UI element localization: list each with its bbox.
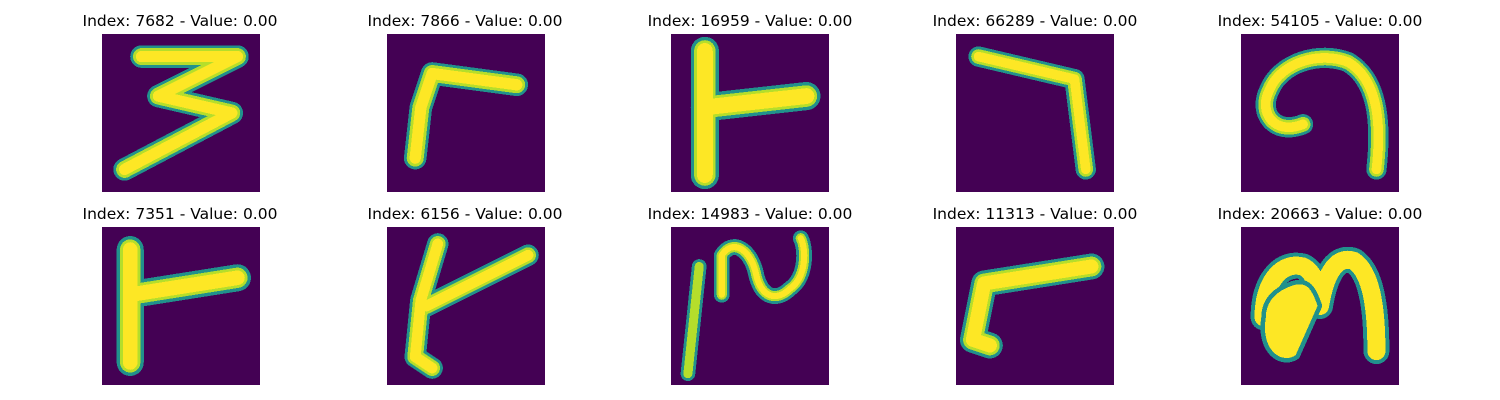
digit-image: [671, 34, 829, 192]
digit-image: [1241, 34, 1399, 192]
panel-title: Index: 7682 - Value: 0.00: [82, 12, 278, 30]
panel-title: Index: 14983 - Value: 0.00: [647, 205, 853, 223]
digit-image-panel: [956, 227, 1114, 385]
digit-image-panel: [387, 227, 545, 385]
digit-image-panel: [671, 34, 829, 192]
panel-title: Index: 11313 - Value: 0.00: [932, 205, 1138, 223]
panel-title: Index: 54105 - Value: 0.00: [1217, 12, 1423, 30]
digit-image-panel: [102, 227, 260, 385]
panel-title: Index: 20663 - Value: 0.00: [1217, 205, 1423, 223]
digit-image: [102, 34, 260, 192]
digit-image: [956, 34, 1114, 192]
digit-image-panel: [1241, 34, 1399, 192]
panel-title: Index: 16959 - Value: 0.00: [647, 12, 853, 30]
digit-image: [387, 34, 545, 192]
digit-image-panel: [671, 227, 829, 385]
panel-title: Index: 7351 - Value: 0.00: [82, 205, 278, 223]
panel-title: Index: 7866 - Value: 0.00: [367, 12, 563, 30]
digit-image: [387, 227, 545, 385]
panel-title: Index: 66289 - Value: 0.00: [932, 12, 1138, 30]
digit-image: [671, 227, 829, 385]
digit-image-panel: [1241, 227, 1399, 385]
digit-image: [956, 227, 1114, 385]
digit-image-panel: [956, 34, 1114, 192]
digit-image: [102, 227, 260, 385]
digit-image-panel: [102, 34, 260, 192]
digit-image: [1241, 227, 1399, 385]
digit-image-panel: [387, 34, 545, 192]
panel-title: Index: 6156 - Value: 0.00: [367, 205, 563, 223]
